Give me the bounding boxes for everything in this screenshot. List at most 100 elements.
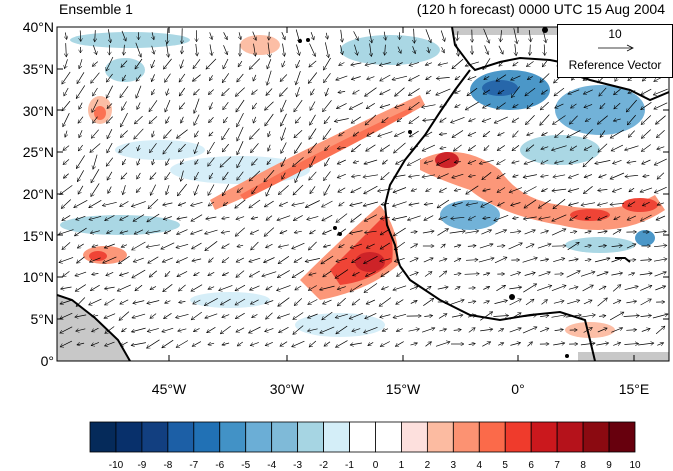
wind-vector: [583, 156, 594, 167]
wind-vector: [511, 75, 521, 80]
wind-vector: [544, 44, 545, 56]
wind-vector: [294, 257, 303, 263]
wind-vector: [252, 102, 257, 109]
wind-vector: [551, 229, 566, 236]
wind-vector: [424, 161, 433, 164]
wind-vector: [166, 42, 168, 58]
wind-vector: [567, 241, 580, 251]
wind-vector: [570, 215, 578, 221]
wind-vector: [164, 231, 172, 234]
wind-vector: [439, 134, 447, 135]
lat-label-20n: 20°N: [22, 186, 54, 202]
wind-vector: [612, 300, 621, 305]
wind-vector: [167, 28, 168, 44]
wind-vector: [322, 214, 333, 221]
wind-vector: [205, 313, 218, 318]
wind-vector: [337, 173, 346, 178]
wind-vector: [279, 326, 289, 332]
wind-vector: [152, 32, 154, 40]
wind-vector: [457, 31, 458, 41]
wind-vector: [310, 101, 316, 111]
wind-vector: [626, 244, 636, 249]
reference-arrow-icon: [598, 44, 634, 52]
wind-vector: [191, 311, 203, 320]
wind-vector: [192, 74, 201, 82]
wind-vector: [527, 342, 533, 347]
wind-vector: [425, 342, 432, 347]
wind-vector: [597, 202, 608, 206]
wind-vector: [249, 128, 260, 140]
land-mask-sw: [57, 295, 130, 361]
wind-vector: [165, 301, 171, 304]
wind-vector: [568, 89, 580, 94]
wind-vector: [210, 32, 213, 39]
wind-vector: [392, 201, 407, 207]
wind-vector: [220, 325, 231, 334]
wind-vector: [104, 313, 116, 319]
plot-title-right: (120 h forecast) 0000 UTC 15 Aug 2004: [416, 1, 665, 17]
lat-label-30n: 30°N: [22, 103, 54, 119]
wind-vector: [65, 32, 66, 40]
wind-vector: [599, 316, 606, 317]
wind-vector: [642, 201, 650, 206]
wind-vector: [379, 297, 392, 307]
wind-vector: [483, 189, 491, 191]
wind-vector: [292, 202, 305, 206]
wind-vector: [61, 71, 71, 84]
wind-vector: [539, 217, 551, 219]
wind-vector: [498, 89, 505, 95]
wind-vector: [628, 201, 636, 207]
wind-vector: [396, 63, 403, 66]
wind-vector: [131, 342, 146, 346]
wind-vector: [93, 116, 98, 124]
wind-vector: [192, 341, 202, 347]
wind-vector: [640, 260, 651, 261]
wind-vector: [206, 217, 217, 219]
wind-vector: [552, 214, 567, 221]
wind-vector: [553, 174, 566, 177]
wind-vector: [380, 258, 391, 262]
wind-vector: [237, 126, 244, 141]
wind-vector: [568, 188, 579, 192]
wind-vector: [654, 158, 667, 165]
wind-vector: [380, 314, 391, 318]
wind-vector: [496, 284, 505, 292]
wind-vector: [310, 229, 316, 235]
wind-vector: [408, 175, 420, 177]
wind-vector: [336, 103, 347, 108]
wind-vector: [223, 101, 229, 110]
wind-vector: [595, 160, 611, 163]
wind-vector: [135, 74, 142, 82]
wind-vector: [584, 174, 593, 178]
wind-vector: [598, 143, 608, 153]
wind-vector: [62, 215, 71, 221]
wind-vector: [541, 175, 549, 177]
map-background: [57, 27, 669, 361]
wind-vector: [611, 245, 623, 246]
wind-vector: [196, 43, 197, 56]
wind-vector: [350, 343, 362, 345]
wind-vector: [295, 29, 300, 43]
wind-vector: [149, 116, 158, 123]
wind-vector: [250, 342, 259, 345]
wind-vector: [435, 342, 450, 347]
wind-vector: [294, 142, 302, 154]
wind-vector: [105, 341, 115, 346]
wind-vector: [268, 144, 270, 151]
wind-vector: [468, 76, 477, 79]
wind-vector: [163, 58, 172, 69]
wind-vector: [351, 187, 362, 192]
wind-vector: [525, 115, 535, 124]
wind-vector: [221, 127, 230, 140]
colorbar-tick-label: 1: [398, 460, 405, 471]
wind-vector: [497, 145, 505, 151]
wind-vector: [379, 62, 391, 66]
wind-vector: [105, 215, 115, 220]
wind-vector: [165, 271, 171, 276]
wind-vector: [596, 272, 608, 277]
wind-vector: [512, 161, 520, 163]
wind-vector: [164, 171, 171, 180]
wind-vector: [585, 217, 592, 219]
wind-vector: [613, 159, 622, 163]
